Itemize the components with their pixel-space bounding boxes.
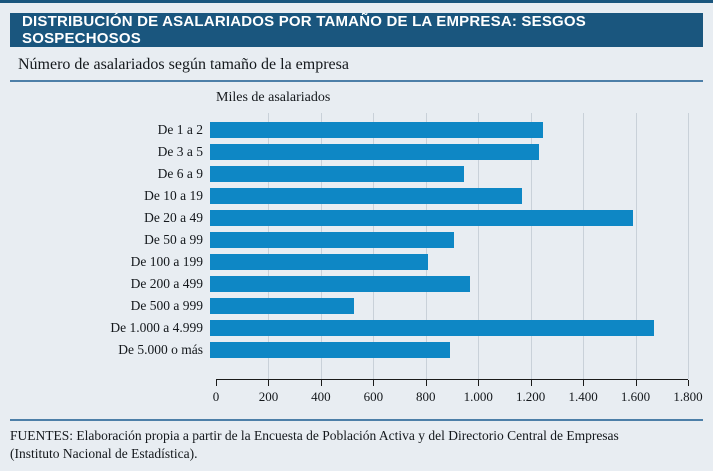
axis-tick-label: 600 — [363, 389, 384, 404]
category-label: De 10 a 19 — [144, 188, 203, 203]
source-note-line1: FUENTES: Elaboración propia a partir de … — [10, 428, 619, 443]
divider-bottom — [10, 419, 703, 421]
figure-title: DISTRIBUCIÓN DE ASALARIADOS POR TAMAÑO D… — [22, 13, 586, 47]
chart-rows: De 1 a 2 De 3 a 5 De 6 a 9 De 10 a 19 De 20 … — [0, 119, 688, 361]
axis-tick — [688, 380, 689, 386]
category-label: De 50 a 99 — [144, 232, 203, 247]
x-axis-ticks — [216, 380, 689, 386]
axis-tick-label: 1.800 — [673, 389, 703, 404]
bar — [210, 232, 454, 248]
source-note-line2: (Instituto Nacional de Estadística). — [10, 446, 198, 461]
gridline — [635, 113, 637, 379]
bar-area — [210, 276, 682, 292]
top-border — [0, 0, 713, 3]
axis-tick-label: 200 — [258, 389, 279, 404]
figure-title-banner: DISTRIBUCIÓN DE ASALARIADOS POR TAMAÑO D… — [10, 13, 703, 47]
axis-tick — [635, 380, 637, 386]
bar — [210, 166, 465, 182]
axis-tick-label: 1.600 — [620, 389, 651, 404]
axis-tick-label: 1.000 — [463, 389, 493, 404]
bar-area — [210, 298, 682, 314]
chart-row: De 200 a 499 — [0, 273, 688, 295]
category-label: De 1.000 a 4.999 — [110, 320, 203, 335]
bar-area — [210, 144, 682, 160]
bar — [210, 144, 540, 160]
bar — [210, 298, 355, 314]
chart-row: De 100 a 199 — [0, 251, 688, 273]
chart-row: De 6 a 9 — [0, 163, 688, 185]
chart-row: De 1 a 2 — [0, 119, 688, 141]
gridline — [478, 113, 480, 379]
bar — [210, 276, 470, 292]
axis-tick — [216, 380, 217, 386]
axis-tick-label: 0 — [212, 389, 220, 404]
category-label: De 500 a 999 — [130, 298, 203, 313]
axis-tick-label: 1.400 — [568, 389, 598, 404]
category-label: De 5.000 o más — [118, 342, 203, 357]
bar — [210, 210, 634, 226]
category-label: De 100 a 199 — [130, 254, 203, 269]
divider-top — [10, 80, 703, 82]
axis-tick — [320, 380, 322, 386]
x-axis-labels: 0 200 400 600 800 1.000 1.200 1.400 1.600 1.800 — [212, 389, 703, 405]
axis-tick-label: 800 — [416, 389, 436, 404]
bar-area — [210, 166, 682, 182]
chart-row: De 50 a 99 — [0, 229, 688, 251]
chart-subtitle: Número de asalariados según tamaño de la… — [18, 56, 349, 73]
chart-row: De 10 a 19 — [0, 185, 688, 207]
axis-tick — [425, 380, 427, 386]
chart-row: De 500 a 999 — [0, 295, 688, 317]
gridline — [583, 113, 585, 379]
bar-area — [210, 210, 682, 226]
bar — [210, 122, 544, 138]
bar-area — [210, 342, 682, 358]
category-label: De 1 a 2 — [157, 122, 203, 137]
bar-area — [210, 254, 682, 270]
axis-tick — [530, 380, 532, 386]
bar — [210, 342, 450, 358]
chart-row: De 1.000 a 4.999 — [0, 317, 688, 339]
gridline — [688, 113, 689, 379]
bar — [210, 188, 523, 204]
category-label: De 6 a 9 — [157, 166, 203, 181]
bar-area — [210, 232, 682, 248]
gridline — [530, 113, 532, 379]
axis-tick — [478, 380, 480, 386]
bar-area — [210, 122, 682, 138]
axis-title: Miles de asalariados — [216, 90, 331, 105]
bar-area — [210, 188, 682, 204]
chart-row: De 3 a 5 — [0, 141, 688, 163]
axis-tick — [268, 380, 270, 386]
chart-row: De 20 a 49 — [0, 207, 688, 229]
bar — [210, 254, 428, 270]
axis-tick — [373, 380, 375, 386]
category-label: De 3 a 5 — [157, 144, 203, 159]
axis-tick — [583, 380, 585, 386]
axis-tick-label: 400 — [311, 389, 331, 404]
bar-area — [210, 320, 682, 336]
category-label: De 200 a 499 — [130, 276, 203, 291]
category-label: De 20 a 49 — [144, 210, 203, 225]
axis-tick-label: 1.200 — [516, 389, 546, 404]
chart-row: De 5.000 o más — [0, 339, 688, 361]
bar — [210, 320, 655, 336]
